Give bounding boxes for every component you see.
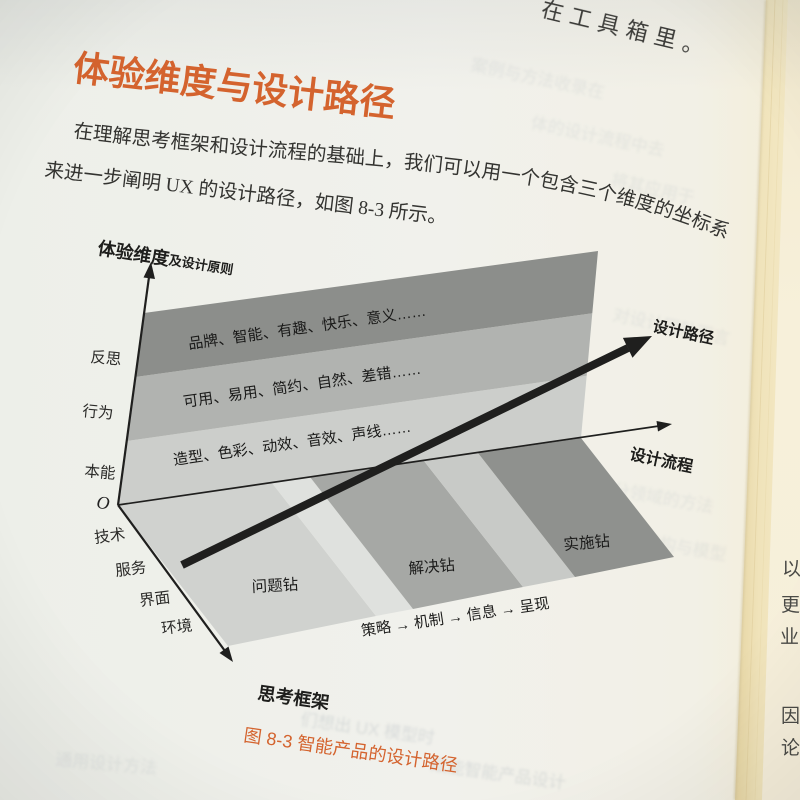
page-canvas: 案例与方法收录在 体的设计流程中去 将其应用于 对设计团队而言 细分领域的方法 … — [0, 0, 800, 800]
book-page-photo: 案例与方法收录在 体的设计流程中去 将其应用于 对设计团队而言 细分领域的方法 … — [0, 0, 800, 800]
vignette-overlay — [0, 0, 800, 800]
